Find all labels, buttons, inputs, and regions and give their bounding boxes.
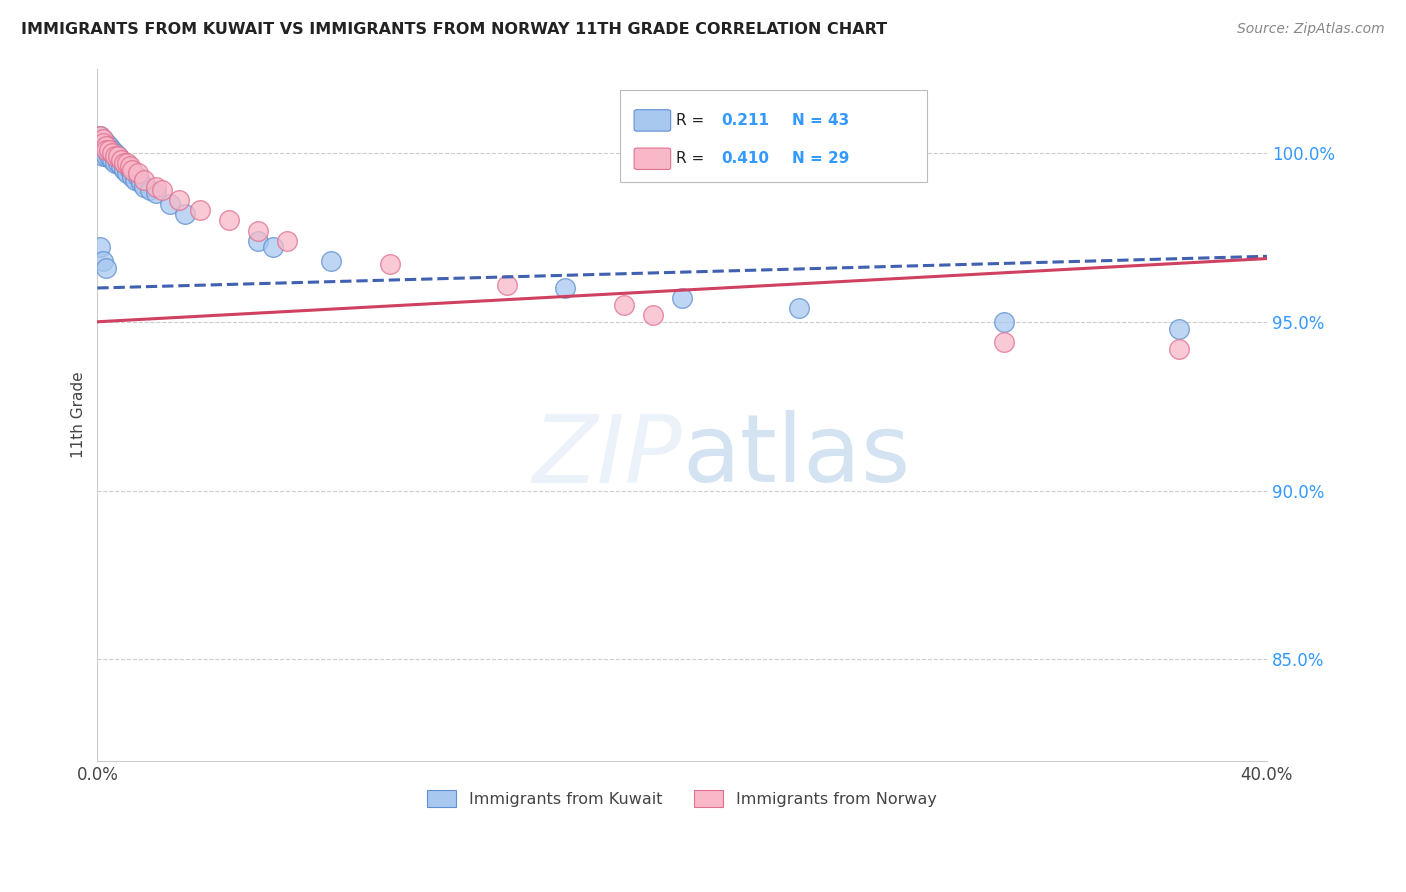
Point [98,143,121,157]
Point [107,149,129,163]
Point [94,136,117,150]
Point [118,162,141,177]
Y-axis label: 11th Grade: 11th Grade [72,371,86,458]
Text: ZIP: ZIP [533,410,682,501]
Point [118,160,141,174]
Point [121,169,143,184]
Point [115,160,138,174]
Text: atlas: atlas [682,410,910,502]
Point [218,213,240,227]
Point [262,240,284,254]
Point [89,139,111,153]
Point [378,257,401,271]
Point [98,139,121,153]
Point [110,153,132,167]
Point [124,173,146,187]
Point [91,132,114,146]
Point [94,149,117,163]
Point [134,173,156,187]
Point [91,254,114,268]
Point [134,179,156,194]
Point [91,149,114,163]
Point [98,149,121,163]
Point [101,153,124,167]
Point [145,179,167,194]
Point [150,183,173,197]
Text: R =: R = [676,152,710,166]
Point [89,129,111,144]
Point [1168,321,1191,335]
Text: R =: R = [676,113,710,128]
Point [91,136,114,150]
Point [107,156,129,170]
Point [112,156,135,170]
Text: IMMIGRANTS FROM KUWAIT VS IMMIGRANTS FROM NORWAY 11TH GRADE CORRELATION CHART: IMMIGRANTS FROM KUWAIT VS IMMIGRANTS FRO… [21,22,887,37]
Point [94,260,117,275]
Point [129,177,152,191]
Point [321,254,343,268]
Point [495,277,517,292]
Point [993,334,1015,349]
Point [104,145,127,160]
Point [145,186,167,201]
Point [115,156,138,170]
Text: 0.410: 0.410 [721,152,769,166]
Point [107,149,129,163]
Point [127,169,149,184]
Text: N = 43: N = 43 [792,113,849,128]
Point [174,207,197,221]
Point [139,183,162,197]
Point [101,143,124,157]
Text: N = 29: N = 29 [792,152,849,166]
Point [89,129,111,144]
Point [127,166,149,180]
Point [993,315,1015,329]
Point [94,143,117,157]
Text: Source: ZipAtlas.com: Source: ZipAtlas.com [1237,22,1385,37]
Point [112,162,135,177]
Point [94,143,117,157]
Legend: Immigrants from Kuwait, Immigrants from Norway: Immigrants from Kuwait, Immigrants from … [419,782,945,815]
Point [110,160,132,174]
Point [94,139,117,153]
Point [110,153,132,167]
Point [1168,342,1191,356]
Point [104,149,127,163]
Point [276,234,298,248]
Point [104,156,127,170]
Point [115,166,138,180]
Point [121,162,143,177]
Point [91,132,114,146]
Point [89,240,111,254]
Point [167,193,190,207]
Point [671,291,693,305]
Point [188,203,211,218]
Point [641,308,664,322]
Point [613,298,636,312]
Point [112,156,135,170]
Point [91,143,114,157]
Point [787,301,810,316]
Point [159,196,181,211]
Text: 0.211: 0.211 [721,113,769,128]
Point [247,224,270,238]
Point [101,145,124,160]
Point [554,281,576,295]
Point [247,234,270,248]
